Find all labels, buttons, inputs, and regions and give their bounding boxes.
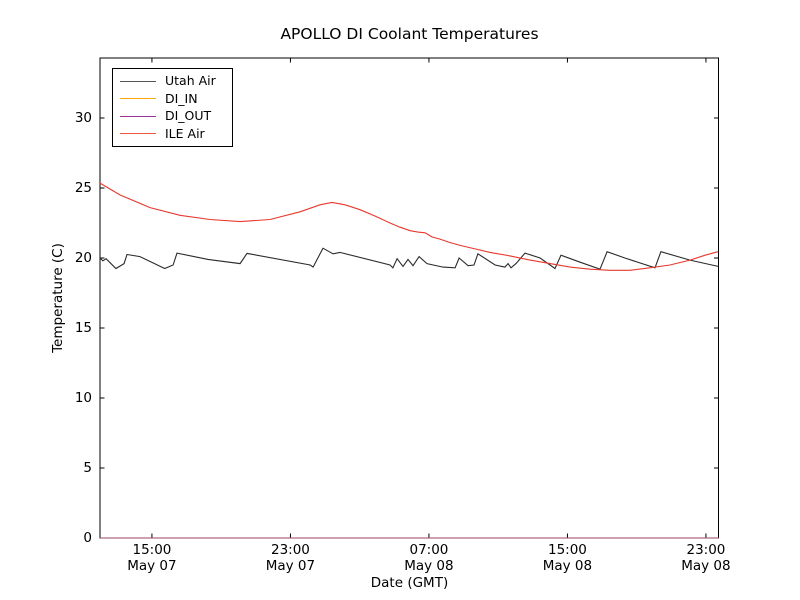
legend-line-icon: [120, 115, 156, 117]
y-tick-label: 30: [74, 110, 92, 126]
x-tick-date: May 08: [542, 558, 593, 574]
x-tick-label: 15:00 May 08: [522, 542, 612, 574]
x-tick-label: 07:00 May 08: [384, 542, 474, 574]
y-tick-label: 15: [74, 320, 92, 336]
x-tick-time: 23:00: [686, 542, 726, 558]
legend-item-di-out: DI_OUT: [120, 109, 224, 124]
chart-title: APOLLO DI Coolant Temperatures: [280, 25, 539, 43]
x-tick-time: 15:00: [547, 542, 587, 558]
x-tick-label: 23:00 May 08: [661, 542, 751, 574]
legend-item-di-in: DI_IN: [120, 90, 224, 107]
x-tick-label: 23:00 May 07: [245, 542, 335, 574]
legend-item-utah-air: Utah Air: [120, 74, 224, 89]
y-tick-label: 20: [74, 250, 92, 266]
legend-item-label: DI_IN: [165, 90, 198, 106]
x-tick-date: May 08: [681, 558, 731, 574]
x-tick-time: 07:00: [409, 542, 449, 558]
x-tick-date: May 07: [127, 558, 177, 574]
legend-item-ile-air: ILE Air: [120, 125, 224, 142]
x-tick-time: 23:00: [270, 542, 310, 558]
series-line-utah-air: [99, 247, 719, 270]
y-tick-label: 0: [83, 530, 92, 546]
legend-item-label: DI_OUT: [165, 108, 212, 124]
legend-item-label: Utah Air: [165, 73, 216, 89]
y-tick-label: 5: [83, 460, 92, 476]
legend-item-label: ILE Air: [165, 125, 205, 141]
y-tick-label: 25: [74, 180, 92, 196]
legend: Utah Air DI_IN DI_OUT ILE Air: [112, 68, 233, 147]
x-tick-time: 15:00: [132, 542, 172, 558]
y-tick-label: 10: [74, 390, 92, 406]
x-tick-label: 15:00 May 07: [107, 542, 197, 574]
x-tick-date: May 08: [404, 558, 454, 574]
legend-line-icon: [120, 80, 156, 82]
legend-line-icon: [120, 133, 156, 135]
legend-line-icon: [120, 98, 156, 100]
series-line-ile-air: [99, 182, 719, 271]
x-tick-date: May 07: [265, 558, 316, 574]
x-axis-label: Date (GMT): [370, 575, 449, 591]
